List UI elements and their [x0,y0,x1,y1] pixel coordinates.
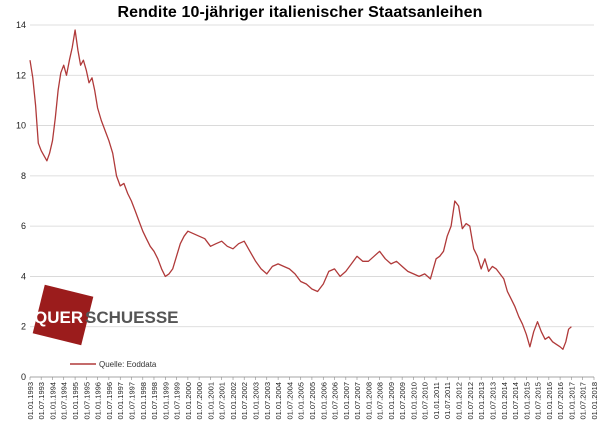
y-tick-label: 2 [21,322,26,332]
x-tick-label: 01.01.2004 [274,382,283,420]
y-tick-label: 14 [16,20,26,30]
x-tick-label: 01.07.2017 [579,382,588,420]
x-tick-label: 01.01.2007 [342,382,351,420]
x-tick-label: 01.07.1997 [127,382,136,420]
x-tick-label: 01.07.2006 [330,382,339,420]
x-tick-label: 01.01.2012 [455,382,464,420]
x-tick-label: 01.01.2014 [500,382,509,420]
x-tick-label: 01.01.1996 [94,382,103,420]
y-tick-label: 6 [21,221,26,231]
x-tick-label: 01.01.2000 [184,382,193,420]
legend: Quelle: Eoddata [70,360,157,369]
x-tick-label: 01.01.1997 [116,382,125,420]
x-tick-label: 01.01.2003 [252,382,261,420]
querschuesse-logo: QUER SCHUESSE [32,284,179,346]
x-tick-label: 01.01.2005 [297,382,306,420]
x-tick-label: 01.07.2013 [488,382,497,420]
x-tick-label: 01.07.2008 [376,382,385,420]
x-tick-label: 01.01.1993 [26,382,35,420]
x-tick-label: 01.01.2015 [522,382,531,420]
x-tick-label: 01.01.2013 [477,382,486,420]
x-tick-label: 01.07.2010 [421,382,430,420]
x-tick-label: 01.01.2008 [364,382,373,420]
y-tick-label: 4 [21,271,26,281]
x-tick-label: 01.07.2003 [263,382,272,420]
y-axis-ticks: 0 2 4 6 8 10 12 14 [16,20,26,382]
x-tick-label: 01.01.1999 [161,382,170,420]
grid-lines [30,24,594,328]
x-tick-label: 01.07.2011 [443,382,452,419]
x-tick-label: 01.01.1995 [71,382,80,420]
x-axis-ticks: 01.01.1993 01.07.1993 01.01.1994 01.07.1994… [26,377,599,420]
x-tick-label: 01.07.2009 [398,382,407,420]
x-tick-label: 01.01.1994 [49,382,58,420]
x-tick-label: 01.01.2001 [206,382,215,420]
x-tick-label: 01.07.1994 [60,382,69,420]
x-tick-label: 01.07.2005 [308,382,317,420]
x-tick-label: 01.07.2004 [285,382,294,420]
logo-square [32,284,94,346]
x-tick-label: 01.07.1998 [150,382,159,420]
y-tick-label: 8 [21,171,26,181]
x-tick-label: 01.07.2000 [195,382,204,420]
series-layer [29,29,572,350]
x-tick-label: 01.07.2016 [556,382,565,420]
x-tick-label: 01.07.1995 [82,382,91,420]
chart-title: Rendite 10-jähriger italienischer Staats… [117,4,483,21]
x-tick-label: 01.07.2002 [240,382,249,420]
x-tick-label: 01.07.1996 [105,382,114,420]
x-tick-label: 01.01.2002 [229,382,238,420]
x-tick-label: 01.07.2012 [466,382,475,420]
x-tick-label: 01.07.2014 [511,382,520,420]
logo-text-right: SCHUESSE [85,308,179,327]
x-tick-label: 01.07.2007 [353,382,362,420]
x-tick-label: 01.01.2011 [432,382,441,419]
y-tick-label: 12 [16,70,26,80]
y-tick-label: 10 [16,121,26,131]
series-line-0 [29,29,572,350]
y-tick-label: 0 [21,372,26,382]
x-tick-label: 01.01.2017 [567,382,576,420]
x-tick-label: 01.01.1998 [139,382,148,420]
x-tick-label: 01.01.2018 [590,382,599,420]
x-tick-label: 01.01.2016 [545,382,554,420]
x-tick-label: 01.01.2010 [410,382,419,420]
x-tick-label: 01.01.2009 [387,382,396,420]
logo-text-left: QUER [34,308,83,327]
legend-label: Quelle: Eoddata [99,360,157,369]
x-tick-label: 01.07.2015 [533,382,542,420]
x-tick-label: 01.07.1999 [173,382,182,420]
x-tick-label: 01.01.2006 [319,382,328,420]
x-tick-label: 01.07.1993 [37,382,46,420]
x-tick-label: 01.07.2001 [218,382,227,420]
